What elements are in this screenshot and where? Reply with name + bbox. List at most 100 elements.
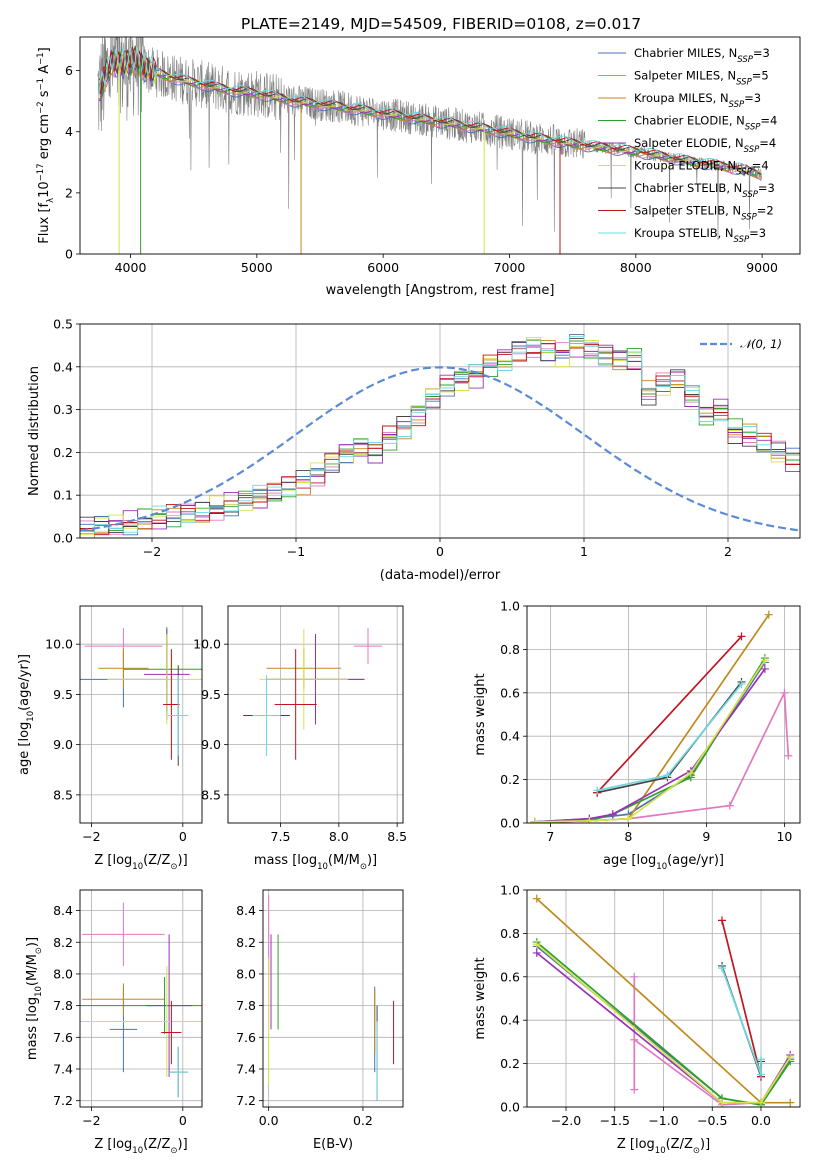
x-tick-label: 7 bbox=[546, 829, 554, 844]
y-tick-label: 0.4 bbox=[53, 359, 73, 374]
weight-line-4 bbox=[534, 668, 766, 823]
plot-area-age-vs-mass bbox=[243, 628, 382, 760]
weight-marker bbox=[593, 786, 602, 795]
weight-marker bbox=[718, 1098, 726, 1107]
weight-marker bbox=[663, 771, 672, 780]
x-axis-label: E(B-V) bbox=[313, 1137, 353, 1152]
weight-marker bbox=[718, 916, 726, 925]
histogram-0 bbox=[80, 334, 800, 536]
weight-marker bbox=[532, 940, 541, 949]
histogram-8 bbox=[80, 336, 800, 534]
x-tick-label: 0 bbox=[436, 544, 444, 559]
weight-marker bbox=[786, 1098, 795, 1107]
weight-line-3 bbox=[536, 941, 792, 1106]
model-spectrum-6 bbox=[98, 45, 762, 175]
weight-line-8 bbox=[721, 967, 762, 1075]
y-tick-label: 8.0 bbox=[236, 966, 256, 981]
y-tick-label: 1.0 bbox=[500, 883, 520, 898]
normal-curve bbox=[80, 366, 800, 532]
weight-line-7 bbox=[596, 635, 743, 794]
y-tick-label: 7.6 bbox=[236, 1030, 256, 1045]
x-tick-label: −2.0 bbox=[551, 1113, 581, 1128]
panel-spectrum: 4000 5000 6000 7000 8000 9000 0 2 4 6 Chabrier MIL… bbox=[36, 36, 801, 298]
x-axis-label: Z [log10(Z/Z⊙)] bbox=[94, 853, 187, 872]
panel-weight-vs-age: 7 8 9 10 0.0 0.2 0.4 0.6 0.8 1.0 mass weight age [l… bbox=[473, 599, 801, 872]
x-tick-label: 10 bbox=[776, 829, 792, 844]
plot-area-weight-vs-age bbox=[530, 610, 793, 823]
y-axis-label: Normed distribution bbox=[27, 366, 42, 496]
panel-residuals: −2 −1 0 1 2 0.0 0.1 0.2 0.3 0.4 0.5 𝒩(0, 1) (data-mo… bbox=[27, 317, 801, 583]
y-tick-label: 0.2 bbox=[53, 445, 73, 460]
x-tick-label: −1.0 bbox=[648, 1113, 678, 1128]
y-tick-label: 0.0 bbox=[500, 1100, 520, 1115]
legend-entry-3: Chabrier ELODIE, NSSP=4 bbox=[634, 114, 777, 133]
y-tick-label: 8.2 bbox=[236, 935, 256, 950]
figure-title: PLATE=2149, MJD=54509, FIBERID=0108, z=0… bbox=[241, 15, 641, 33]
x-axis-label: Z [log10(Z/Z⊙)] bbox=[617, 1137, 710, 1156]
legend-label-normal: 𝒩(0, 1) bbox=[740, 337, 782, 351]
plot-area-spectrum bbox=[97, 37, 763, 254]
x-tick-label: 5000 bbox=[241, 260, 273, 275]
legend-entry-2: Kroupa MILES, NSSP=3 bbox=[634, 91, 761, 110]
x-tick-label: 0 bbox=[179, 1113, 187, 1128]
y-tick-label: 7.4 bbox=[236, 1061, 256, 1076]
axes-frame bbox=[526, 605, 801, 824]
y-tick-label: 6 bbox=[65, 63, 73, 78]
y-tick-label: 0.5 bbox=[53, 317, 73, 332]
x-tick-label: −2 bbox=[82, 1113, 100, 1128]
y-tick-label: 0.4 bbox=[500, 1013, 520, 1028]
y-axis-label: mass [log10(M/M⊙)] bbox=[25, 937, 44, 1060]
panel-mass-vs-ebv: 0.0 0.2 7.2 7.4 7.6 7.8 8.0 8.2 8.4 E(B-V) bbox=[236, 889, 404, 1152]
y-tick-label: 7.2 bbox=[53, 1093, 73, 1108]
x-axis-label: wavelength [Angstrom, rest frame] bbox=[326, 283, 555, 298]
y-tick-label: 0.6 bbox=[500, 685, 520, 700]
legend-entry-5: Kroupa ELODIE, NSSP=4 bbox=[634, 159, 769, 178]
y-tick-label: 4 bbox=[65, 124, 73, 139]
weight-marker bbox=[737, 632, 746, 641]
y-tick-label: 9.0 bbox=[53, 737, 73, 752]
weight-line-6 bbox=[597, 681, 743, 794]
plot-area-weight-vs-Z bbox=[532, 894, 795, 1107]
axes-frame bbox=[79, 36, 801, 255]
panel-age-vs-Z: −2 0 8.5 9.0 9.5 10.0 Z [log10(Z/Z⊙)] age [log1… bbox=[17, 605, 203, 872]
weight-line-5 bbox=[536, 943, 792, 1104]
spectrum-legend: Chabrier MILES, NSSP=3 Salpeter MILES, NS… bbox=[598, 46, 777, 245]
weight-marker bbox=[630, 1085, 639, 1094]
weight-marker bbox=[686, 769, 695, 778]
y-tick-label: 0.4 bbox=[500, 729, 520, 744]
weight-marker bbox=[760, 664, 769, 673]
plot-area-mass-vs-Z bbox=[80, 902, 202, 1098]
panel-mass-vs-Z: −2 0 7.2 7.4 7.6 7.8 8.0 8.2 8.4 Z [log10(Z/Z⊙)] m… bbox=[25, 889, 203, 1156]
weight-marker bbox=[780, 688, 789, 697]
y-tick-label: 0 bbox=[65, 247, 73, 262]
weight-marker bbox=[764, 610, 773, 619]
x-tick-label: 0.0 bbox=[259, 1113, 279, 1128]
x-tick-label: −2 bbox=[143, 544, 161, 559]
weight-marker bbox=[532, 894, 541, 903]
plot-area-age-vs-Z bbox=[80, 627, 202, 766]
y-tick-label: 9.5 bbox=[53, 687, 73, 702]
y-axis-label: age [log10(age/yr)] bbox=[17, 654, 36, 775]
legend-entry-1: Salpeter MILES, NSSP=5 bbox=[634, 69, 769, 88]
weight-line-1 bbox=[534, 689, 790, 823]
y-tick-label: 8.4 bbox=[53, 903, 73, 918]
histogram-1 bbox=[80, 342, 800, 536]
y-tick-label: 7.8 bbox=[236, 998, 256, 1013]
y-tick-label: 7.8 bbox=[53, 998, 73, 1013]
weight-marker bbox=[718, 964, 726, 973]
weight-marker bbox=[624, 814, 633, 823]
y-tick-label: 9.0 bbox=[201, 737, 221, 752]
model-spectrum-8 bbox=[98, 46, 762, 173]
weight-marker bbox=[532, 948, 541, 957]
y-tick-label: 8.5 bbox=[201, 787, 221, 802]
x-tick-label: 2 bbox=[724, 544, 732, 559]
axes-frame bbox=[227, 605, 404, 824]
y-tick-label: 7.2 bbox=[236, 1093, 256, 1108]
weight-marker bbox=[757, 1098, 765, 1107]
weight-line-0 bbox=[534, 661, 766, 823]
y-tick-label: 0.6 bbox=[500, 969, 520, 984]
weight-marker bbox=[757, 1055, 765, 1064]
y-tick-label: 2 bbox=[65, 185, 73, 200]
